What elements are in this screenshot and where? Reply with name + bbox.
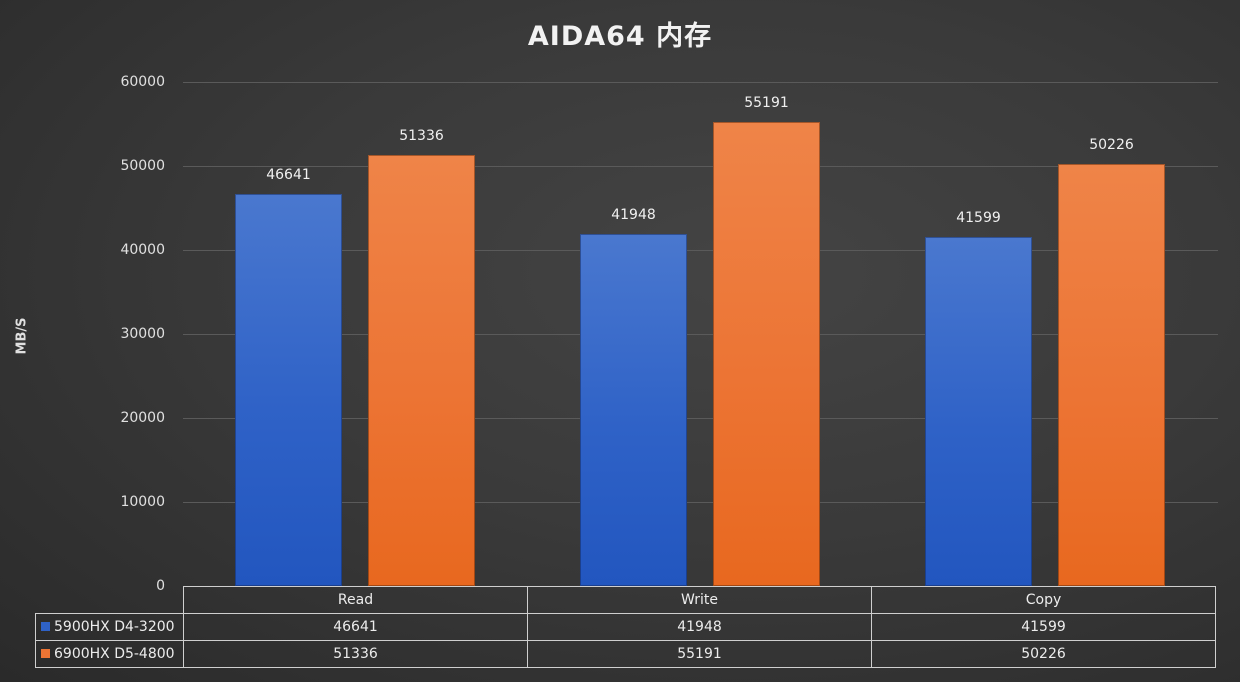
table-cell: 46641 — [183, 613, 528, 641]
y-tick-30000: 30000 — [120, 326, 165, 342]
gridline — [183, 82, 1218, 83]
gridline — [183, 502, 1218, 503]
data-table-row-series1: 6900HX D5-4800 51336 55191 50226 — [35, 640, 1216, 668]
data-label: 55191 — [744, 95, 789, 112]
data-label: 41948 — [611, 206, 656, 223]
bar-read-series1 — [368, 154, 475, 586]
y-tick-10000: 10000 — [120, 494, 165, 510]
gridline — [183, 418, 1218, 419]
legend-label: 6900HX D5-4800 — [54, 646, 175, 662]
bar-copy-series0 — [925, 236, 1032, 586]
gridline — [183, 166, 1218, 167]
y-tick-50000: 50000 — [120, 158, 165, 174]
data-table-header-row: Read Write Copy — [35, 586, 1216, 614]
data-label: 41599 — [956, 209, 1001, 226]
y-tick-0: 0 — [156, 578, 165, 594]
legend-swatch-orange-icon — [41, 648, 50, 658]
data-label: 50226 — [1089, 137, 1134, 154]
gridline — [183, 250, 1218, 251]
data-table-row-series0: 5900HX D4-3200 46641 41948 41599 — [35, 613, 1216, 641]
data-table: Read Write Copy 5900HX D4-3200 46641 419… — [35, 586, 1216, 668]
bar-write-series1 — [713, 122, 820, 586]
table-cell: 51336 — [183, 640, 528, 668]
bar-read-series0 — [235, 194, 342, 586]
table-cell: 41948 — [527, 613, 872, 641]
bar-copy-series1 — [1058, 164, 1165, 586]
legend-entry-6900hx: 6900HX D5-4800 — [35, 640, 184, 668]
data-label: 51336 — [399, 127, 444, 144]
y-tick-60000: 60000 — [120, 74, 165, 90]
gridline — [183, 334, 1218, 335]
data-table-corner — [35, 586, 184, 614]
legend-swatch-blue-icon — [41, 621, 50, 631]
category-label-read: Read — [183, 586, 528, 614]
legend-label: 5900HX D4-3200 — [54, 619, 175, 635]
bar-write-series0 — [580, 233, 687, 586]
chart-title: AIDA64 内存 — [527, 21, 713, 52]
y-tick-20000: 20000 — [120, 410, 165, 426]
y-axis-label: MB/S — [14, 317, 30, 355]
data-label: 46641 — [266, 167, 311, 184]
legend-entry-5900hx: 5900HX D4-3200 — [35, 613, 184, 641]
category-label-copy: Copy — [871, 586, 1216, 614]
table-cell: 55191 — [527, 640, 872, 668]
table-cell: 41599 — [871, 613, 1216, 641]
table-cell: 50226 — [871, 640, 1216, 668]
y-tick-40000: 40000 — [120, 242, 165, 258]
category-label-write: Write — [527, 586, 872, 614]
